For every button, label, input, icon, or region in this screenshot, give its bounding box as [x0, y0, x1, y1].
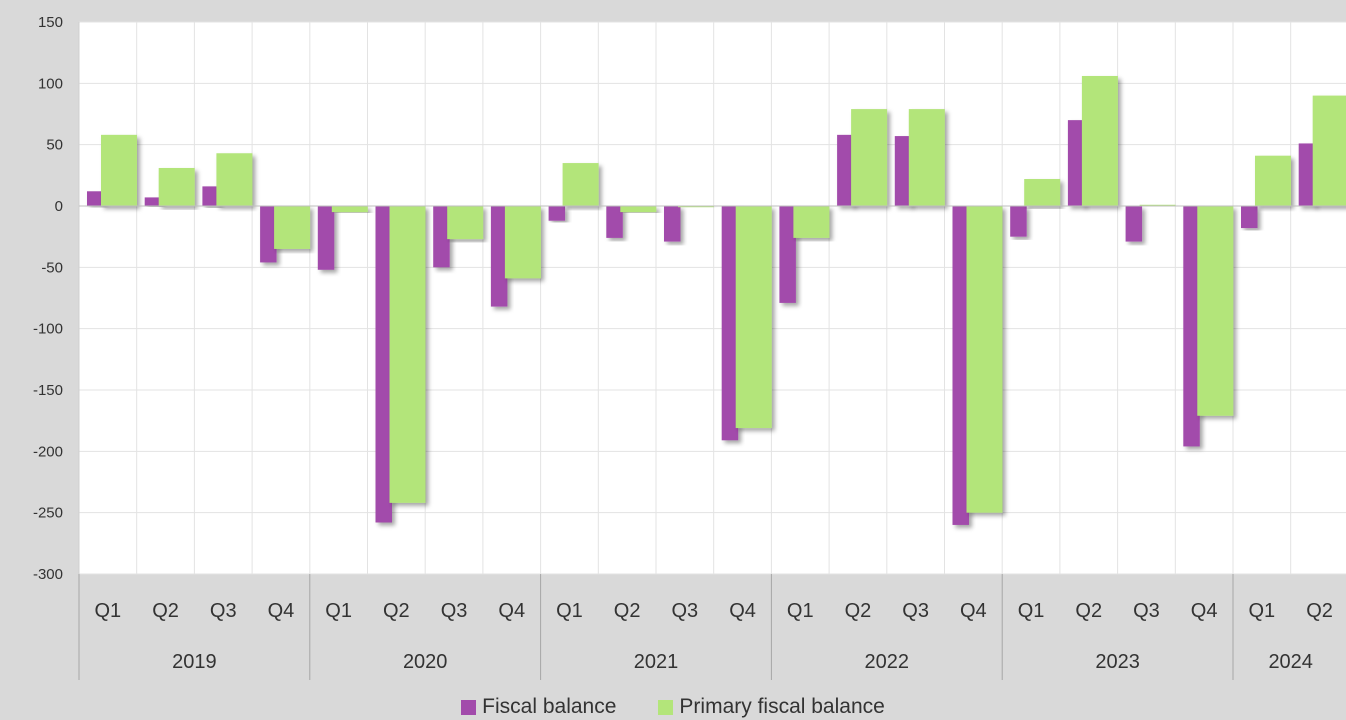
- gridlines: [78, 21, 1346, 575]
- bar-primary-fiscal-balance: [1197, 206, 1234, 416]
- bar-fiscal-balance: [144, 197, 162, 206]
- x-tick-label: Q1: [556, 600, 583, 622]
- bar-primary-fiscal-balance: [562, 163, 599, 206]
- bar-fiscal-balance: [721, 206, 739, 441]
- x-tick-label: Q4: [729, 600, 756, 622]
- x-tick-label: Q2: [845, 600, 872, 622]
- x-tick-label: Q4: [498, 600, 525, 622]
- year-label: 2021: [634, 651, 679, 673]
- bar-fiscal-balance: [375, 206, 392, 523]
- x-tick-label: Q3: [441, 600, 468, 622]
- bar-primary-fiscal-balance: [966, 206, 1003, 513]
- bar-fiscal-balance: [548, 206, 566, 221]
- bar-primary-fiscal-balance: [447, 206, 484, 240]
- y-axis: 150 100 50 0 -50 -100 -150 -200 -250 -300: [33, 14, 80, 583]
- y-tick-label: -200: [33, 443, 63, 460]
- y-tick-label: -300: [33, 566, 63, 583]
- bar-fiscal-balance: [1298, 143, 1316, 206]
- bar-fiscal-balance: [1067, 120, 1085, 206]
- bar-primary-fiscal-balance: [274, 206, 311, 249]
- x-tick-label: Q3: [672, 600, 699, 622]
- legend-label-fiscal-balance: Fiscal balance: [482, 695, 617, 718]
- bar-primary-fiscal-balance: [1255, 155, 1291, 206]
- x-tick-label: Q1: [787, 600, 814, 622]
- bar-fiscal-balance: [317, 206, 335, 270]
- bar-primary-fiscal-balance: [851, 109, 888, 206]
- x-tick-label: Q3: [902, 600, 929, 622]
- legend-label-primary-fiscal-balance: Primary fiscal balance: [679, 695, 885, 718]
- bar-primary-fiscal-balance: [620, 206, 657, 213]
- x-tick-label: Q2: [152, 600, 179, 622]
- y-tick-label: -50: [41, 259, 63, 276]
- bar-primary-fiscal-balance: [389, 206, 426, 503]
- bar-primary-fiscal-balance: [216, 153, 253, 206]
- bar-primary-fiscal-balance: [331, 206, 368, 213]
- x-tick-label: Q1: [1249, 600, 1276, 622]
- legend-swatch-fiscal-balance: [461, 699, 477, 715]
- bar-fiscal-balance: [1241, 206, 1258, 229]
- year-label: 2019: [172, 651, 217, 673]
- x-tick-label: Q1: [325, 600, 352, 622]
- bar-fiscal-balance: [894, 136, 912, 206]
- bar-fiscal-balance: [837, 134, 854, 206]
- bars: [87, 75, 1346, 525]
- bar-fiscal-balance: [260, 206, 277, 263]
- bar-primary-fiscal-balance: [158, 167, 195, 206]
- legend: Fiscal balance Primary fiscal balance: [0, 694, 1346, 720]
- plot-area: [79, 22, 1346, 574]
- x-tick-label: Q2: [614, 600, 641, 622]
- x-tick-label: Q3: [210, 600, 237, 622]
- x-tick-label: Q2: [1075, 600, 1102, 622]
- bar-fiscal-balance: [433, 206, 450, 268]
- x-tick-label: Q4: [1191, 600, 1218, 622]
- bar-primary-fiscal-balance: [1024, 179, 1061, 206]
- bar-primary-fiscal-balance: [793, 206, 830, 238]
- bar-fiscal-balance: [202, 186, 219, 206]
- bar-fiscal-balance: [952, 206, 969, 525]
- year-label: 2024: [1268, 651, 1313, 673]
- year-label: 2023: [1095, 651, 1140, 673]
- bar-primary-fiscal-balance: [1312, 95, 1346, 206]
- legend-swatch-primary-fiscal-balance: [658, 699, 674, 715]
- bar-fiscal-balance: [1183, 206, 1200, 447]
- y-tick-label: 50: [46, 137, 63, 154]
- legend-item-primary-fiscal-balance: Primary fiscal balance: [658, 695, 885, 719]
- x-tick-label: Q1: [1018, 600, 1045, 622]
- y-tick-label: 100: [38, 75, 63, 92]
- x-tick-label: Q2: [1306, 600, 1333, 622]
- bar-fiscal-balance: [87, 191, 104, 206]
- bar-fiscal-balance: [1010, 206, 1027, 237]
- bar-primary-fiscal-balance: [735, 206, 772, 429]
- y-tick-label: 150: [38, 14, 63, 31]
- y-tick-label: -150: [33, 382, 63, 399]
- y-tick-label: 0: [55, 198, 63, 215]
- bar-primary-fiscal-balance: [1139, 204, 1176, 206]
- x-tick-label: Q4: [268, 600, 295, 622]
- bar-primary-fiscal-balance: [1081, 75, 1118, 207]
- bar-primary-fiscal-balance: [504, 206, 541, 279]
- x-tick-label: Q1: [95, 600, 122, 622]
- year-label: 2020: [403, 651, 448, 673]
- x-tick-label: Q4: [960, 600, 987, 622]
- category-axis: Q1 Q2 Q3 Q4 Q1 Q2 Q3 Q4 Q1 Q2 Q3 Q4 Q1 Q2 Q3 Q4 Q1 Q2 Q3 Q4…: [78, 574, 1333, 680]
- legend-item-fiscal-balance: Fiscal balance: [461, 695, 616, 719]
- year-label: 2022: [865, 651, 910, 673]
- y-tick-label: -100: [33, 321, 63, 338]
- bar-fiscal-balance: [779, 206, 796, 303]
- bar-primary-fiscal-balance: [101, 134, 137, 206]
- y-tick-label: -250: [33, 505, 63, 522]
- bar-primary-fiscal-balance: [908, 109, 945, 206]
- x-tick-label: Q3: [1133, 600, 1160, 622]
- bar-fiscal-balance: [664, 206, 681, 242]
- x-tick-label: Q2: [383, 600, 410, 622]
- bar-fiscal-balance: [606, 206, 623, 238]
- bar-primary-fiscal-balance: [678, 206, 714, 208]
- bar-fiscal-balance: [490, 206, 508, 307]
- bar-fiscal-balance: [1125, 206, 1143, 242]
